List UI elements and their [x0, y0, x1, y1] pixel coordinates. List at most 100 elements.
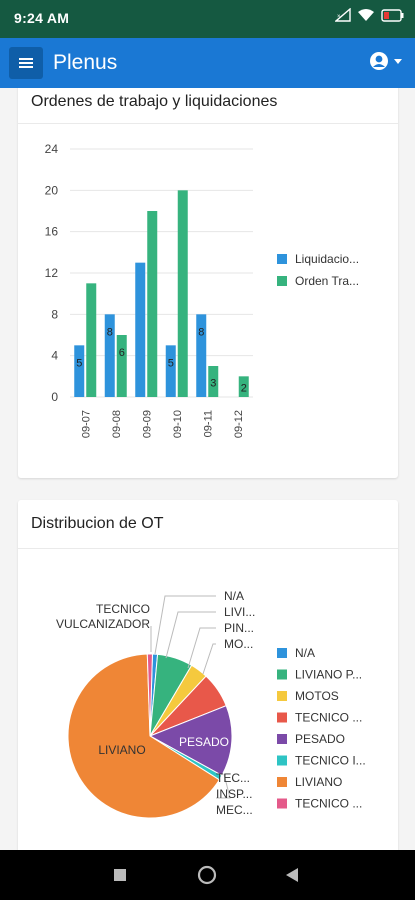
- y-tick-label: 8: [51, 307, 58, 321]
- callout-label: INSP...: [216, 787, 252, 801]
- bar: [177, 190, 188, 397]
- data-label: 8: [198, 326, 204, 338]
- legend-swatch: [277, 798, 287, 809]
- callout-label: PIN...: [224, 621, 254, 635]
- card-divider: [18, 548, 398, 549]
- recent-apps-button[interactable]: [90, 850, 150, 900]
- pie-slice: [146, 653, 153, 737]
- x-tick-label: 09-09: [141, 410, 153, 438]
- status-icons: ×: [335, 8, 405, 22]
- legend-swatch: [277, 691, 287, 701]
- legend-label: LIVIANO: [295, 775, 342, 789]
- battery-icon: [381, 8, 404, 22]
- wifi-icon: [358, 9, 374, 21]
- work-orders-card: Ordenes de trabajo y liquidaciones 0 4 8 12…: [18, 88, 398, 478]
- legend-swatch: [277, 734, 287, 744]
- y-tick-label: 0: [51, 390, 58, 404]
- card-divider: [18, 123, 398, 124]
- callout-label: N/A: [224, 589, 244, 603]
- bar: [116, 335, 127, 397]
- slice-label: LIVIANO: [98, 743, 145, 757]
- card-title: Distribucion de OT: [31, 515, 164, 532]
- x-tick-label: 09-10: [172, 410, 184, 438]
- signal-icon: ×: [335, 8, 351, 22]
- chevron-down-icon: [394, 59, 402, 64]
- back-triangle-icon: [286, 868, 298, 882]
- user-avatar-icon: [370, 52, 388, 70]
- data-label: 3: [210, 378, 216, 390]
- legend-label: LIVIANO P...: [295, 668, 362, 682]
- x-tick-label: 09-07: [80, 410, 92, 438]
- legend-label: TECNICO I...: [295, 754, 366, 768]
- legend-label: MOTOS: [295, 689, 339, 703]
- data-label: 2: [241, 383, 247, 395]
- data-label: 5: [76, 357, 82, 369]
- bar: [208, 366, 219, 397]
- y-tick-label: 4: [51, 349, 58, 363]
- distribution-card: Distribucion de OT TECNICO VULCANIZADOR N/…: [18, 500, 398, 850]
- legend-swatch: [277, 755, 287, 766]
- bar: [165, 345, 176, 397]
- leader-line: [187, 627, 216, 669]
- legend-label: Orden Tra...: [295, 274, 359, 288]
- legend-label: Liquidacio...: [295, 252, 359, 266]
- legend-swatch: [277, 254, 287, 264]
- y-tick-label: 24: [45, 142, 59, 156]
- status-time: 9:24 AM: [14, 10, 70, 26]
- hamburger-icon: [19, 58, 33, 68]
- legend-swatch: [277, 276, 287, 286]
- bar: [135, 262, 146, 397]
- legend-label: TECNICO ...: [295, 711, 362, 725]
- system-nav-bar: [0, 850, 415, 900]
- leader-line: [154, 595, 216, 655]
- bar: [86, 283, 97, 397]
- bar: [74, 345, 85, 397]
- home-circle-icon: [197, 865, 217, 885]
- legend-label: N/A: [295, 646, 315, 660]
- data-label: 5: [168, 357, 174, 369]
- menu-button[interactable]: [9, 47, 43, 79]
- legend-swatch: [277, 712, 287, 723]
- back-button[interactable]: [262, 850, 322, 900]
- app-bar: Plenus: [0, 38, 415, 88]
- x-tick-label: 09-12: [233, 410, 245, 438]
- legend-swatch: [277, 669, 287, 680]
- callout-label: MEC...: [216, 803, 253, 817]
- bar: [196, 314, 207, 397]
- y-tick-label: 12: [45, 266, 59, 280]
- user-menu-button[interactable]: [369, 51, 403, 71]
- legend-swatch: [277, 648, 287, 658]
- pie-slice: [148, 705, 233, 777]
- data-label: 6: [119, 347, 125, 359]
- legend-label: PESADO: [295, 732, 345, 746]
- legend-label: TECNICO ...: [295, 797, 362, 811]
- bar: [104, 314, 115, 397]
- svg-text:×: ×: [337, 14, 341, 20]
- y-tick-label: 16: [45, 225, 59, 239]
- callout-label: MO...: [224, 637, 253, 651]
- home-button[interactable]: [177, 850, 237, 900]
- bar: [238, 376, 249, 397]
- y-tick-label: 20: [45, 183, 59, 197]
- legend-swatch: [277, 777, 287, 787]
- leader-line: [165, 611, 216, 659]
- callout-label: VULCANIZADOR: [56, 617, 150, 631]
- leader-line: [216, 773, 231, 799]
- callout-label: LIVI...: [224, 605, 255, 619]
- data-label: 8: [107, 326, 113, 338]
- card-title: Ordenes de trabajo y liquidaciones: [31, 93, 278, 110]
- dashboard-content[interactable]: Ordenes de trabajo y liquidaciones 0 4 8 12…: [0, 88, 415, 850]
- x-tick-label: 09-11: [202, 410, 214, 437]
- pie-slice: [67, 653, 220, 819]
- x-tick-label: 09-08: [111, 410, 123, 438]
- leader-line: [202, 643, 216, 675]
- bar: [147, 211, 158, 397]
- status-bar: 9:24 AM ×: [0, 0, 415, 38]
- app-title: Plenus: [53, 51, 118, 74]
- callout-label: TEC...: [216, 771, 250, 785]
- square-icon: [114, 869, 126, 881]
- callout-label: TECNICO: [96, 602, 150, 616]
- slice-label: PESADO: [179, 735, 229, 749]
